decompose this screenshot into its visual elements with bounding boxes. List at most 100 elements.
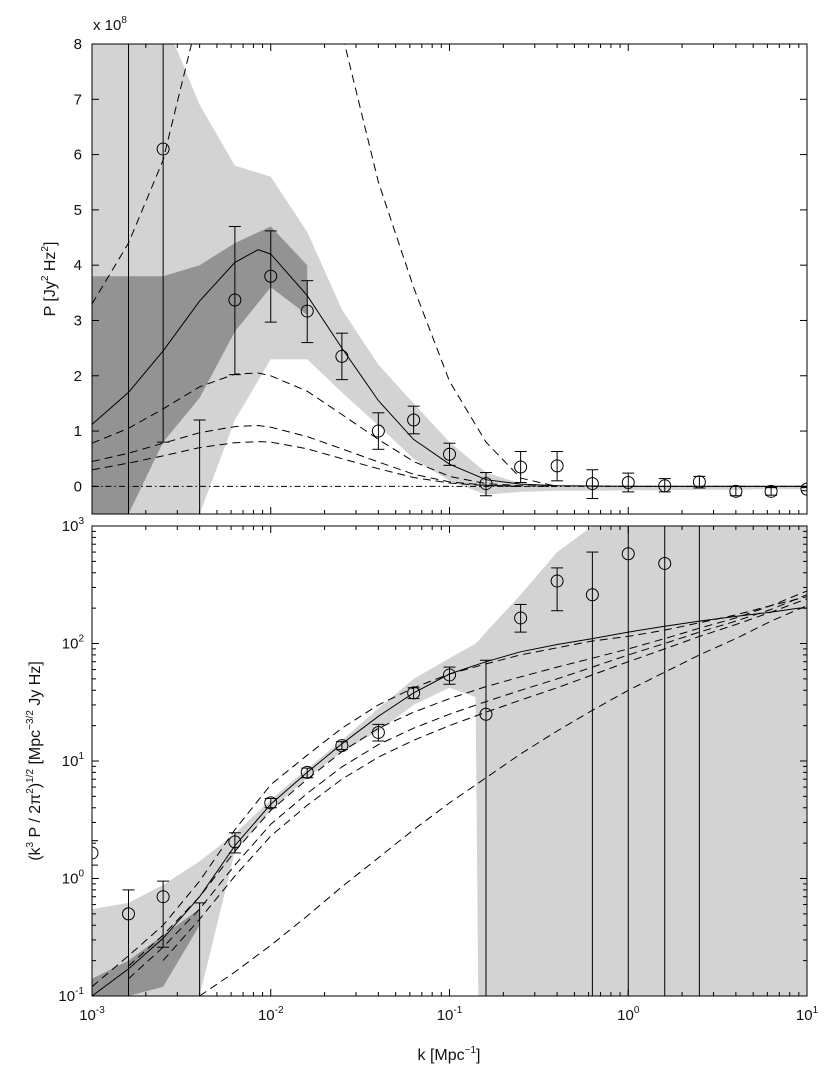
data-point bbox=[693, 526, 706, 996]
y-tick-label: 2 bbox=[74, 368, 82, 385]
data-point bbox=[764, 484, 778, 498]
data-point bbox=[121, 889, 135, 996]
point-marker bbox=[335, 739, 349, 753]
data-point bbox=[800, 482, 807, 496]
point-marker bbox=[621, 475, 635, 489]
point-marker bbox=[407, 686, 421, 700]
point-marker bbox=[300, 765, 314, 779]
series-dashed-2 bbox=[92, 372, 558, 487]
data-point bbox=[300, 280, 314, 344]
point-marker bbox=[514, 460, 528, 474]
data-point bbox=[443, 666, 456, 685]
data-point bbox=[122, 44, 135, 514]
point-marker bbox=[264, 269, 278, 283]
series-dashed-4 bbox=[92, 441, 521, 487]
point-marker bbox=[479, 707, 493, 721]
top-y-multiplier: x 108 bbox=[93, 15, 127, 34]
data-point bbox=[658, 526, 672, 996]
point-marker bbox=[658, 556, 672, 570]
data-point bbox=[692, 475, 706, 489]
point-marker bbox=[729, 484, 743, 498]
x-tick-label: 10-2 bbox=[258, 1005, 284, 1024]
data-point bbox=[193, 902, 206, 996]
y-tick-label: 5 bbox=[74, 202, 82, 219]
point-marker bbox=[764, 484, 778, 498]
y-tick-label: 1 bbox=[74, 423, 82, 440]
top-y-axis-title: P [Jy2 Hz2] bbox=[40, 242, 59, 317]
data-point bbox=[550, 451, 564, 482]
data-point bbox=[407, 686, 421, 700]
point-marker bbox=[479, 477, 493, 491]
point-marker bbox=[443, 447, 456, 461]
bottom-xtick-labels: 10-3 10-2 10-1 100 101 bbox=[79, 1005, 818, 1024]
y-tick-label: 8 bbox=[74, 36, 82, 53]
data-point bbox=[443, 442, 456, 466]
point-marker bbox=[371, 424, 385, 438]
data-point bbox=[658, 478, 672, 493]
point-marker bbox=[800, 482, 807, 496]
data-point bbox=[585, 469, 599, 500]
top-ytick-labels: 0 1 2 3 4 5 6 7 8 bbox=[74, 36, 82, 495]
point-marker bbox=[550, 459, 564, 473]
bottom-plot-area bbox=[92, 526, 807, 996]
data-point bbox=[621, 526, 635, 996]
data-point bbox=[92, 840, 99, 866]
series-dashed-2 bbox=[128, 590, 807, 967]
data-point bbox=[371, 412, 385, 450]
dark-confidence-band bbox=[92, 226, 308, 514]
data-point bbox=[228, 832, 242, 854]
point-marker bbox=[228, 293, 242, 307]
data-point bbox=[729, 484, 743, 498]
series-dashed-1 bbox=[92, 44, 558, 487]
point-marker bbox=[335, 349, 349, 363]
y-tick-label: 6 bbox=[74, 147, 82, 164]
y-tick-label: 7 bbox=[74, 91, 82, 108]
bottom-ticks bbox=[91, 525, 808, 997]
data-point bbox=[335, 332, 349, 381]
point-marker bbox=[92, 846, 99, 860]
data-point bbox=[407, 405, 421, 435]
bottom-x-axis-title: k [Mpc−1] bbox=[418, 1045, 481, 1064]
point-marker bbox=[514, 611, 528, 625]
data-point bbox=[264, 230, 278, 323]
data-point bbox=[479, 472, 493, 497]
point-marker bbox=[550, 574, 564, 588]
y-tick-label: 4 bbox=[74, 257, 82, 274]
point-marker bbox=[443, 668, 456, 682]
y-tick-label: 102 bbox=[62, 634, 85, 653]
data-point bbox=[264, 796, 278, 810]
y-tick-label: 0 bbox=[74, 478, 82, 495]
data-point bbox=[156, 44, 170, 443]
point-marker bbox=[371, 725, 385, 739]
y-tick-label: 103 bbox=[62, 516, 85, 535]
top-plot-area bbox=[92, 44, 807, 514]
data-point bbox=[479, 659, 493, 996]
series-dashed-3 bbox=[128, 594, 807, 980]
series-dashed-3 bbox=[92, 424, 521, 487]
data-point bbox=[514, 603, 528, 633]
data-point bbox=[228, 225, 242, 376]
point-marker bbox=[692, 475, 706, 489]
bottom-y-axis-title: (k3 P / 2π2)1/2 [Mpc−3/2 Jy Hz] bbox=[25, 661, 44, 861]
top-ticks bbox=[91, 43, 808, 514]
top-panel: 0 1 2 3 4 5 6 7 8 x 108 P [Jy2 Hz2] bbox=[40, 15, 808, 515]
point-marker bbox=[621, 547, 635, 561]
y-tick-label: 101 bbox=[62, 751, 85, 770]
x-tick-label: 10-3 bbox=[79, 1005, 105, 1024]
x-tick-label: 100 bbox=[617, 1005, 640, 1024]
data-point bbox=[514, 451, 528, 483]
point-marker bbox=[300, 304, 314, 318]
point-marker bbox=[658, 479, 672, 493]
point-marker bbox=[156, 142, 170, 156]
point-marker bbox=[585, 477, 599, 491]
bottom-ytick-labels: 10-1 100 101 102 103 bbox=[58, 516, 84, 1005]
point-marker bbox=[407, 413, 421, 427]
y-tick-label: 3 bbox=[74, 312, 82, 329]
dark-confidence-band bbox=[92, 909, 200, 996]
data-point bbox=[371, 723, 385, 742]
x-tick-label: 10-1 bbox=[437, 1005, 463, 1024]
series-dashed-5 bbox=[199, 605, 807, 996]
data-point bbox=[550, 567, 564, 612]
y-tick-label: 100 bbox=[62, 869, 85, 888]
